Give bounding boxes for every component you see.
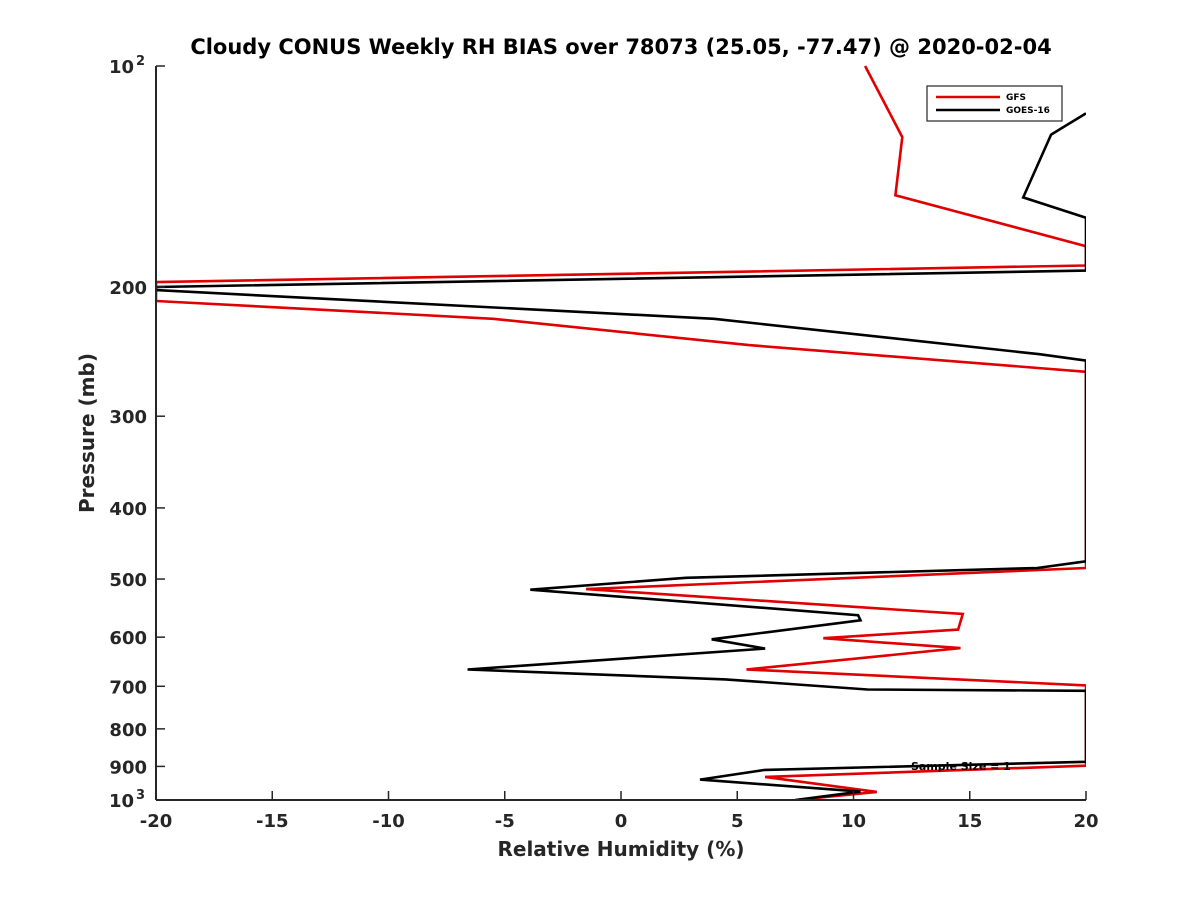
- y-tick-label: 800: [109, 720, 147, 741]
- y-tick-label: 500: [109, 570, 147, 591]
- y-tick-label: 700: [109, 677, 147, 698]
- y-tick-label: 200: [109, 278, 147, 299]
- y-tick-label: 10: [109, 57, 134, 78]
- y-axis-label: Pressure (mb): [75, 353, 99, 513]
- chart-title: Cloudy CONUS Weekly RH BIAS over 78073 (…: [190, 35, 1051, 59]
- y-tick-exponent: 3: [136, 788, 145, 803]
- x-axis-label: Relative Humidity (%): [497, 837, 744, 861]
- y-tick-label: 600: [109, 628, 147, 649]
- x-tick-label: -15: [256, 811, 289, 832]
- x-tick-label: -10: [372, 811, 405, 832]
- x-tick-label: 20: [1073, 811, 1098, 832]
- series-line-goes-16: [156, 112, 1086, 800]
- series-line-gfs: [156, 65, 1086, 800]
- legend-label-gfs: GFS: [1006, 93, 1026, 103]
- x-tick-label: 0: [615, 811, 628, 832]
- x-tick-label: -20: [140, 811, 173, 832]
- y-tick-exponent: 2: [136, 54, 145, 69]
- y-tick-label: 900: [109, 757, 147, 778]
- series-layer: [156, 65, 1086, 800]
- legend-label-goes16: GOES-16: [1006, 106, 1050, 116]
- x-tick-label: 5: [731, 811, 744, 832]
- y-tick-label: 10: [109, 791, 134, 812]
- legend-box: [926, 85, 1063, 122]
- x-tick-label: -5: [495, 811, 515, 832]
- x-ticks: -20 -15 -10 -5 0 5 10 15 20: [140, 791, 1099, 832]
- sample-size-annotation: Sample Size = 1: [911, 760, 1011, 773]
- y-tick-label: 300: [109, 407, 147, 428]
- x-tick-label: 15: [957, 811, 982, 832]
- x-tick-label: 10: [841, 811, 866, 832]
- legend: GFS GOES-16: [926, 85, 1063, 122]
- y-tick-label: 400: [109, 499, 147, 520]
